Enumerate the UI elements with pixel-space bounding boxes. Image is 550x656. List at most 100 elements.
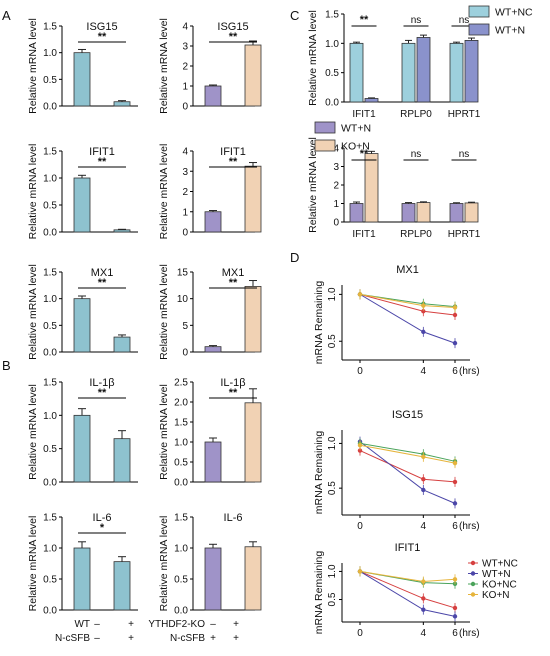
significance-mark: ** bbox=[229, 156, 238, 168]
bar bbox=[204, 211, 222, 233]
legend-label: WT+N bbox=[341, 123, 371, 135]
y-tick-label: 0 bbox=[182, 348, 188, 359]
y-tick-label: 4 bbox=[182, 147, 188, 158]
y-tick-label: 0.0 bbox=[43, 348, 57, 359]
significance-mark: ** bbox=[98, 387, 107, 399]
bar bbox=[113, 101, 131, 107]
y-tick-label: 0.5 bbox=[174, 458, 188, 469]
chart-title: ISG15 bbox=[392, 409, 423, 421]
significance-mark: ns bbox=[459, 149, 470, 160]
series-line bbox=[359, 444, 456, 464]
significance-mark: ** bbox=[229, 31, 238, 43]
significance-mark: ** bbox=[98, 31, 107, 43]
legend-label: KO+NC bbox=[482, 580, 517, 591]
data-point bbox=[452, 460, 458, 466]
bar bbox=[244, 44, 262, 107]
line-chart-D-IFIT1: 1.0 0.5 0 4 6 (hrs) mRNA Remaining IFIT1 WT+NCWT… bbox=[313, 542, 518, 639]
bar bbox=[464, 202, 479, 223]
group-mark-right-1-2: + bbox=[233, 619, 239, 630]
y-axis-label: Relative mRNA level bbox=[27, 264, 39, 360]
y-axis-label: mRNA Remaining bbox=[313, 281, 325, 365]
y-tick-label: 0.5 bbox=[43, 201, 57, 212]
y-tick-label: 2.5 bbox=[174, 378, 188, 389]
y-tick-label: 0.0 bbox=[43, 606, 57, 617]
chart-title: IFIT1 bbox=[89, 146, 115, 158]
data-point bbox=[452, 614, 458, 619]
data-point bbox=[357, 569, 363, 574]
group-label-left-row1: WT bbox=[74, 619, 90, 630]
data-point bbox=[357, 443, 363, 448]
y-tick-label: 1.5 bbox=[43, 513, 57, 524]
y-tick-label: 1.5 bbox=[43, 378, 57, 389]
series-line bbox=[359, 450, 456, 483]
bar-chart-B-IL1b-left: 0.0 0.5 1.0 1.5 Relative mRNA level IL-1β** bbox=[27, 377, 138, 489]
y-tick-label: 0 bbox=[333, 218, 339, 229]
bar bbox=[113, 229, 131, 233]
bar-chart-A-IFIT1-right: 0 1 2 3 4 Relative mRNA level IFIT1** bbox=[158, 144, 262, 239]
bar bbox=[73, 547, 91, 611]
data-point bbox=[421, 487, 426, 493]
legend-marker bbox=[470, 571, 476, 576]
bar bbox=[416, 37, 431, 103]
y-tick-label: 2 bbox=[182, 62, 188, 73]
bar-chart-B-IL1b-right: 0.0 0.5 1.0 1.5 2.0 2.5 Relative mRNA level IL-… bbox=[158, 377, 262, 489]
legend-label: WT+N bbox=[482, 569, 511, 580]
y-tick-label: 1.0 bbox=[43, 48, 57, 59]
grouped-bar-chart-C-bottom: 0 1 2 3 4 Relative mRNA level IFIT1 ** RPLP0 ns HP… bbox=[307, 121, 481, 240]
bar-chart-B-IL6-right: 0.0 0.5 1.0 1.5 Relative mRNA level IL-6 bbox=[158, 512, 262, 617]
bar bbox=[349, 42, 364, 103]
line-chart-D-ISG15: 1.0 0.5 0 4 6 (hrs) mRNA Remaining ISG15 bbox=[313, 409, 480, 532]
data-point bbox=[452, 577, 458, 582]
panel-label-b: B bbox=[2, 358, 11, 373]
y-tick-label: 0.5 bbox=[43, 321, 57, 332]
group-mark-left-1-1: – bbox=[94, 619, 100, 630]
bar-chart-A-ISG15-right: 0 1 2 3 4 Relative mRNA level ISG15** bbox=[158, 18, 262, 114]
x-tick-label: HPRT1 bbox=[448, 109, 481, 120]
y-tick-label: 10 bbox=[177, 294, 189, 305]
y-axis-label: Relative mRNA level bbox=[307, 137, 319, 233]
y-tick-label: 0.5 bbox=[325, 68, 339, 79]
bar bbox=[449, 203, 464, 223]
y-tick-label: 1.0 bbox=[327, 436, 338, 450]
legend-marker bbox=[470, 592, 476, 597]
bar bbox=[204, 85, 222, 107]
group-label-left-row2: N-cSFB bbox=[55, 633, 90, 644]
bar bbox=[349, 203, 364, 223]
bar bbox=[416, 202, 431, 223]
y-axis-label: mRNA Remaining bbox=[313, 551, 325, 635]
y-tick-label: 4 bbox=[333, 144, 339, 155]
series-line bbox=[359, 293, 456, 308]
bar bbox=[73, 298, 91, 353]
data-point bbox=[452, 312, 458, 318]
legend-label: WT+NC bbox=[482, 559, 518, 570]
data-point bbox=[452, 501, 458, 506]
panel-label-a: A bbox=[2, 8, 11, 23]
y-tick-label: 0.5 bbox=[43, 444, 57, 455]
data-point bbox=[421, 607, 426, 612]
y-tick-label: 0.0 bbox=[174, 478, 188, 489]
y-axis-label: Relative mRNA level bbox=[27, 516, 39, 612]
x-tick-label: IFIT1 bbox=[352, 109, 376, 120]
y-tick-label: 0.5 bbox=[174, 575, 188, 586]
legend-marker bbox=[470, 581, 476, 587]
y-axis-label: Relative mRNA level bbox=[158, 264, 170, 360]
x-axis-label: (hrs) bbox=[459, 366, 480, 377]
y-tick-label: 1.0 bbox=[174, 438, 188, 449]
chart-title: IL-6 bbox=[224, 512, 243, 524]
data-point bbox=[421, 303, 426, 308]
significance-mark: ** bbox=[229, 277, 238, 289]
y-tick-label: 1 bbox=[182, 82, 188, 93]
x-axis-label: (hrs) bbox=[459, 628, 480, 639]
x-tick-label: RPLP0 bbox=[400, 109, 432, 120]
y-tick-label: 0.5 bbox=[43, 575, 57, 586]
data-point bbox=[421, 596, 426, 601]
chart-title: MX1 bbox=[91, 267, 114, 279]
significance-mark: ** bbox=[98, 156, 107, 168]
x-tick-label: 0 bbox=[357, 521, 363, 532]
y-tick-label: 0 bbox=[182, 102, 188, 113]
bar-chart-A-ISG15-left: 0.0 0.5 1.0 1.5 Relative mRNA level ISG15** bbox=[27, 18, 138, 114]
y-tick-label: 0.0 bbox=[43, 478, 57, 489]
data-point bbox=[421, 309, 426, 314]
bar bbox=[364, 98, 379, 103]
